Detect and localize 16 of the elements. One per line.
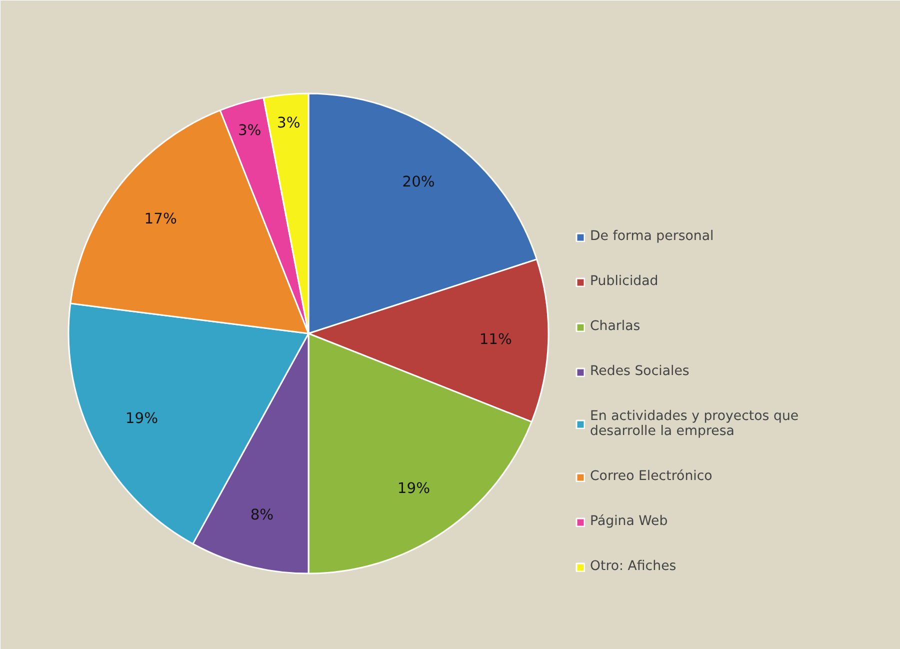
data-label: 3% bbox=[277, 114, 300, 132]
data-label: 20% bbox=[402, 174, 435, 191]
data-label: 8% bbox=[250, 506, 274, 524]
legend-label: Publicidad bbox=[590, 274, 658, 289]
data-label: 3% bbox=[238, 122, 262, 140]
legend-label: Página Web bbox=[590, 514, 668, 529]
legend-label: De forma personal bbox=[590, 229, 714, 244]
legend-label: Correo Electrónico bbox=[590, 469, 712, 484]
data-label: 19% bbox=[125, 410, 158, 427]
data-label: 19% bbox=[397, 480, 430, 497]
data-label: 17% bbox=[144, 210, 177, 228]
legend-label: Otro: Afiches bbox=[590, 559, 676, 574]
data-label: 11% bbox=[479, 330, 512, 348]
legend-label: En actividades y proyectos que desarrolle la empresa bbox=[590, 409, 799, 439]
legend-label: Redes Sociales bbox=[590, 364, 690, 379]
legend-label: Charlas bbox=[590, 319, 640, 334]
